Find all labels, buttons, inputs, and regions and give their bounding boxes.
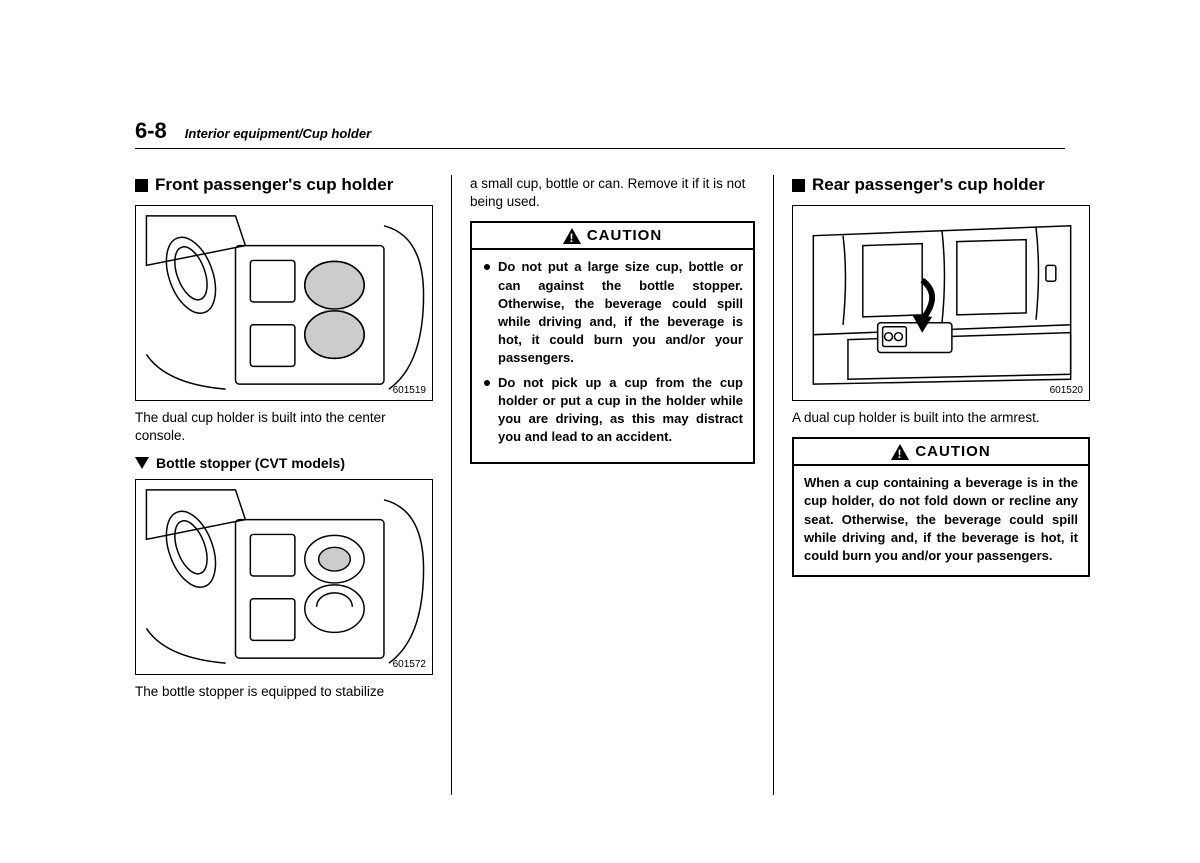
section-title: Front passenger's cup holder (155, 175, 393, 195)
caution-label: CAUTION (587, 227, 662, 244)
warning-icon: ! (891, 444, 909, 460)
caution-body: Do not put a large size cup, bottle or c… (472, 250, 753, 462)
figure-bottle-stopper: 601572 (135, 479, 433, 675)
triangle-bullet-icon (135, 457, 149, 469)
column-divider (451, 175, 452, 795)
caution-box-2: ! CAUTION When a cup containing a bevera… (792, 437, 1090, 577)
breadcrumb: Interior equipment/Cup holder (185, 126, 371, 141)
figure-number: 601572 (393, 659, 426, 670)
square-bullet-icon (792, 179, 805, 192)
caution-text: When a cup containing a beverage is in t… (804, 475, 1078, 563)
svg-text:!: ! (898, 447, 903, 460)
section-title: Rear passenger's cup holder (812, 175, 1045, 195)
caution-header: ! CAUTION (472, 223, 753, 250)
page-header: 6-8 Interior equipment/Cup holder (135, 118, 1065, 149)
subsection-head: Bottle stopper (CVT models) (135, 455, 433, 471)
section-head-rear: Rear passenger's cup holder (792, 175, 1090, 195)
section-head-front: Front passenger's cup holder (135, 175, 433, 195)
figure-caption: A dual cup holder is built into the armr… (792, 409, 1090, 427)
figure-caption: The bottle stopper is equipped to stabil… (135, 683, 433, 701)
figure-rear-cupholder: 601520 (792, 205, 1090, 401)
illustration-console-1 (136, 206, 432, 400)
caution-label: CAUTION (915, 443, 990, 460)
svg-text:!: ! (569, 231, 574, 244)
caution-header: ! CAUTION (794, 439, 1088, 466)
subsection-title: Bottle stopper (CVT models) (156, 455, 345, 471)
caution-body: When a cup containing a beverage is in t… (794, 466, 1088, 575)
figure-number: 601520 (1050, 385, 1083, 396)
content-columns: Front passenger's cup holder (135, 175, 1065, 795)
figure-caption: The dual cup holder is built into the ce… (135, 409, 433, 445)
column-3: Rear passenger's cup holder (792, 175, 1090, 795)
warning-icon: ! (563, 228, 581, 244)
square-bullet-icon (135, 179, 148, 192)
caution-item: Do not pick up a cup from the cup holder… (482, 374, 743, 447)
illustration-rear-seat (793, 206, 1089, 400)
column-2: a small cup, bottle or can. Remove it if… (470, 175, 755, 795)
caution-item: Do not put a large size cup, bottle or c… (482, 258, 743, 367)
figure-front-cupholder: 601519 (135, 205, 433, 401)
continuation-text: a small cup, bottle or can. Remove it if… (470, 175, 755, 211)
column-divider (773, 175, 774, 795)
figure-number: 601519 (393, 385, 426, 396)
column-1: Front passenger's cup holder (135, 175, 433, 795)
page-number: 6-8 (135, 118, 167, 144)
manual-page: 6-8 Interior equipment/Cup holder Front … (135, 118, 1065, 795)
caution-box-1: ! CAUTION Do not put a large size cup, b… (470, 221, 755, 464)
illustration-console-2 (136, 480, 432, 674)
